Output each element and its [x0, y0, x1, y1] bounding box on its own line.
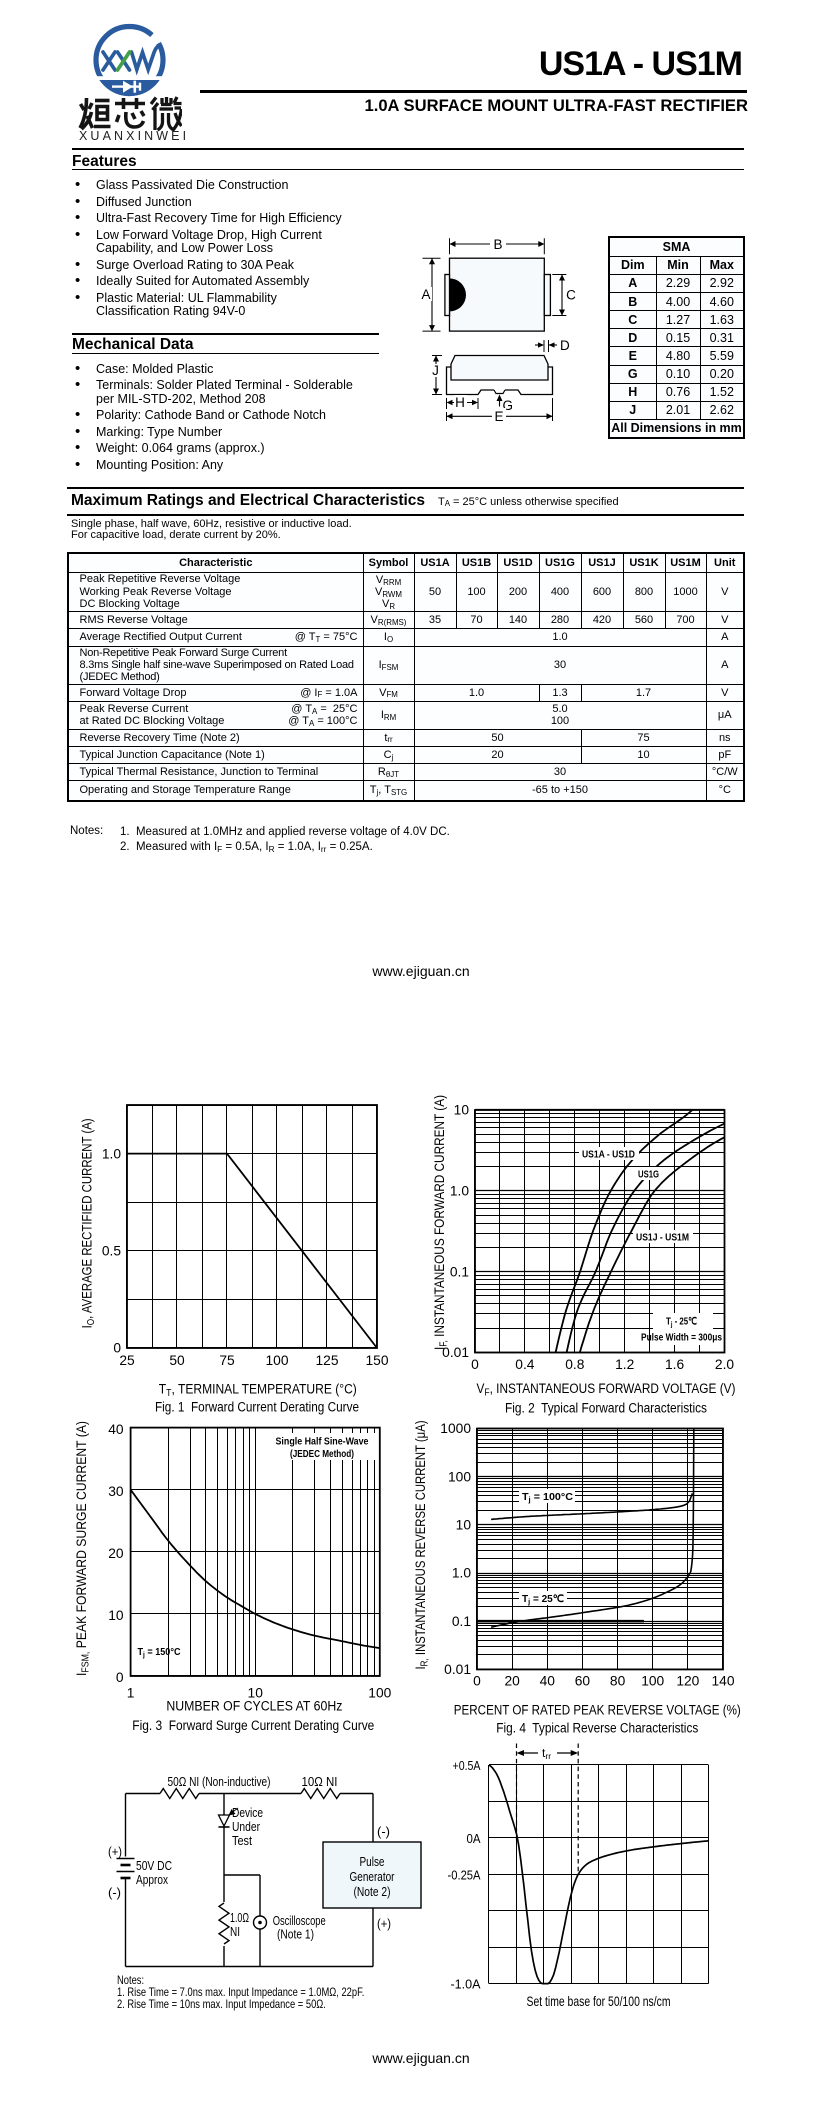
svg-text:NI: NI: [230, 1925, 240, 1939]
svg-text:0A: 0A: [467, 1831, 481, 1846]
svg-text:D: D: [560, 338, 570, 353]
svg-text:1: 1: [127, 1685, 135, 1700]
svg-text:0: 0: [471, 1357, 479, 1372]
svg-text:50: 50: [169, 1353, 185, 1368]
svg-text:Fig. 4 Typical Reverse Charac: Fig. 4 Typical Reverse Characteristics: [496, 1721, 698, 1737]
svg-text:Tj​ = 25℃: Tj​ = 25℃: [522, 1593, 564, 1606]
svg-text:10: 10: [456, 1518, 472, 1533]
svg-text:1000: 1000: [440, 1421, 471, 1436]
svg-text:Test: Test: [232, 1834, 252, 1848]
svg-text:10: 10: [108, 1608, 124, 1623]
svg-text:B: B: [493, 237, 502, 252]
svg-text:1.6: 1.6: [665, 1357, 685, 1372]
svg-text:120: 120: [676, 1674, 699, 1689]
svg-text:0.5: 0.5: [102, 1244, 122, 1259]
svg-text:0: 0: [113, 1341, 121, 1356]
svg-text:100: 100: [641, 1674, 664, 1689]
svg-text:NUMBER OF CYCLES AT 60Hz: NUMBER OF CYCLES AT 60Hz: [166, 1698, 342, 1714]
svg-text:0.01: 0.01: [444, 1662, 471, 1677]
svg-text:Under: Under: [232, 1820, 260, 1834]
svg-text:0.1: 0.1: [450, 1264, 469, 1279]
svg-text:0.01: 0.01: [442, 1345, 469, 1360]
svg-text:140: 140: [711, 1674, 734, 1689]
svg-text:Tj​ - 25℃: Tj​ - 25℃: [666, 1316, 697, 1329]
svg-text:A: A: [421, 287, 430, 302]
svg-text:Oscilloscope: Oscilloscope: [273, 1914, 326, 1928]
svg-text:(-): (-): [108, 1886, 121, 1900]
svg-text:20: 20: [504, 1674, 520, 1689]
svg-text:VF​, INSTANTANEOUS FORWARD VOL: VF​, INSTANTANEOUS FORWARD VOLTAGE (V): [477, 1381, 736, 1399]
svg-text:0.8: 0.8: [565, 1357, 585, 1372]
svg-text:US1A - US1D: US1A - US1D: [582, 1149, 635, 1161]
svg-text:0: 0: [116, 1670, 124, 1685]
svg-text:H: H: [455, 395, 465, 410]
svg-text:J: J: [432, 363, 439, 378]
svg-text:Fig. 1 Forward Current Derati: Fig. 1 Forward Current Derating Curve: [155, 1400, 359, 1416]
svg-text:Set time base for 50/100 ns/cm: Set time base for 50/100 ns/cm: [527, 1994, 671, 2009]
svg-text:100: 100: [448, 1469, 471, 1484]
svg-text:Generator: Generator: [350, 1870, 395, 1884]
svg-text:1.0Ω: 1.0Ω: [230, 1911, 249, 1925]
svg-text:IF,​ INSTANTANEOUS FORWARD CUR: IF,​ INSTANTANEOUS FORWARD CURRENT (A): [432, 1095, 450, 1350]
svg-text:10Ω NI: 10Ω NI: [302, 1775, 338, 1789]
svg-text:trr​: trr​: [542, 1746, 551, 1761]
svg-text:(-): (-): [377, 1825, 390, 1839]
svg-text:125: 125: [315, 1353, 338, 1368]
svg-text:60: 60: [575, 1674, 591, 1689]
svg-text:25: 25: [119, 1353, 135, 1368]
svg-text:G: G: [503, 398, 514, 413]
svg-text:Fig. 2 Typical Forward Charac: Fig. 2 Typical Forward Characteristics: [505, 1401, 707, 1417]
svg-text:(+): (+): [108, 1845, 122, 1859]
svg-text:US1G: US1G: [638, 1169, 659, 1181]
svg-text:Device: Device: [232, 1806, 263, 1820]
svg-text:80: 80: [610, 1674, 626, 1689]
svg-text:40: 40: [540, 1674, 556, 1689]
svg-text:PERCENT OF RATED PEAK REVERSE: PERCENT OF RATED PEAK REVERSE VOLTAGE (%…: [454, 1702, 741, 1718]
svg-text:+0.5A: +0.5A: [453, 1758, 481, 1773]
svg-text:20: 20: [108, 1546, 124, 1561]
svg-text:E: E: [494, 409, 503, 424]
svg-text:50Ω NI (Non-inductive): 50Ω NI (Non-inductive): [168, 1775, 271, 1789]
svg-text:1.2: 1.2: [615, 1357, 634, 1372]
svg-text:50V DC: 50V DC: [136, 1859, 172, 1873]
svg-text:(Note 1): (Note 1): [277, 1928, 314, 1942]
svg-text:1.0: 1.0: [452, 1566, 472, 1581]
svg-text:2.0: 2.0: [715, 1357, 735, 1372]
svg-text:US1J - US1M: US1J - US1M: [636, 1232, 689, 1244]
svg-text:Pulse Width = 300μs: Pulse Width = 300μs: [641, 1332, 722, 1344]
svg-text:IFSM,​ PEAK FORWARD SURGE CURR: IFSM,​ PEAK FORWARD SURGE CURRENT (A): [74, 1421, 92, 1676]
svg-text:0.4: 0.4: [515, 1357, 535, 1372]
svg-text:C: C: [566, 288, 576, 303]
svg-text:-0.25A: -0.25A: [448, 1867, 481, 1882]
svg-text:40: 40: [108, 1422, 124, 1437]
svg-text:Approx: Approx: [136, 1873, 169, 1887]
svg-text:Pulse: Pulse: [360, 1855, 385, 1869]
svg-text:TT​, TERMINAL TEMPERATURE (°C): TT​, TERMINAL TEMPERATURE (°C): [159, 1381, 357, 1399]
svg-text:30: 30: [108, 1484, 124, 1499]
svg-text:1.0: 1.0: [450, 1184, 470, 1199]
svg-text:1.0: 1.0: [102, 1146, 122, 1161]
svg-text:10: 10: [454, 1103, 470, 1118]
svg-text:Fig. 3 Forward Surge Current: Fig. 3 Forward Surge Current Derating Cu…: [132, 1718, 374, 1734]
svg-text:Tj​ = 100°C: Tj​ = 100°C: [522, 1491, 573, 1504]
svg-text:150: 150: [365, 1353, 388, 1368]
svg-text:Tj​ = 150°C: Tj​ = 150°C: [138, 1646, 181, 1659]
svg-text:-1.0A: -1.0A: [451, 1977, 481, 1992]
svg-text:75: 75: [219, 1353, 235, 1368]
svg-text:0.1: 0.1: [452, 1614, 471, 1629]
svg-text:0: 0: [473, 1674, 481, 1689]
svg-text:Single Half Sine-Wave: Single Half Sine-Wave: [276, 1436, 369, 1448]
svg-text:IR,​ INSTANTANEOUS REVERSE CUR: IR,​ INSTANTANEOUS REVERSE CURRENT (μA): [413, 1421, 431, 1670]
svg-text:100: 100: [265, 1353, 288, 1368]
svg-text:(Note 2): (Note 2): [354, 1885, 391, 1899]
svg-text:(JEDEC Method): (JEDEC Method): [290, 1448, 354, 1460]
svg-text:IO​, AVERAGE RECTIFIED CURRENT: IO​, AVERAGE RECTIFIED CURRENT (A): [80, 1118, 98, 1328]
svg-text:100: 100: [368, 1685, 391, 1700]
svg-text:(+): (+): [377, 1917, 391, 1931]
svg-text:10: 10: [248, 1685, 264, 1700]
